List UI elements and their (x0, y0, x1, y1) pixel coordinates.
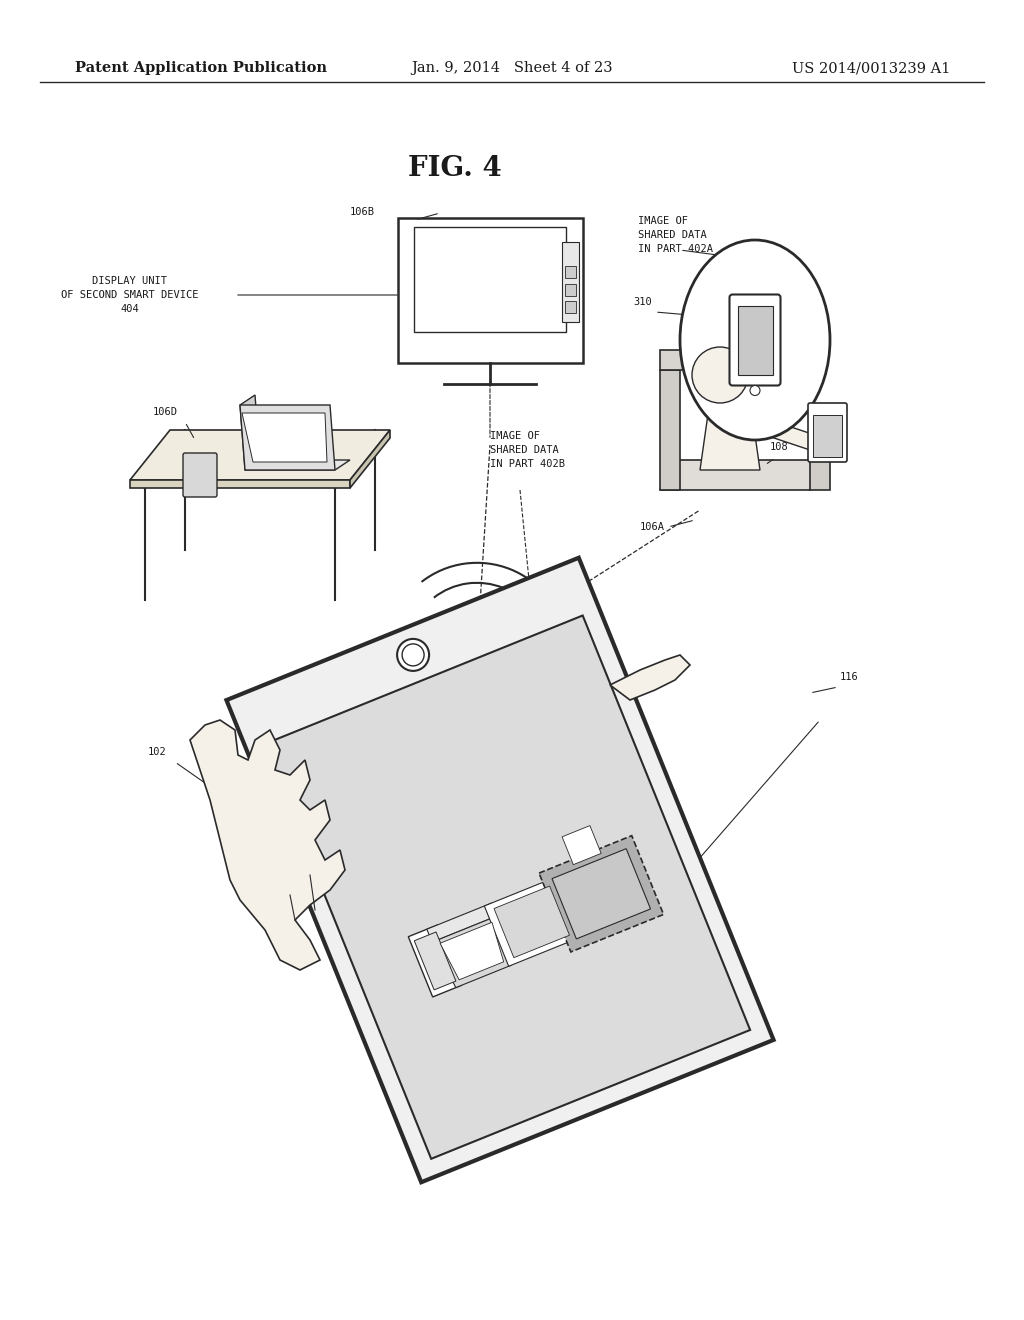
Text: —106A: —106A (800, 337, 831, 347)
FancyBboxPatch shape (808, 403, 847, 462)
Text: 106D: 106D (153, 407, 177, 417)
FancyBboxPatch shape (729, 294, 780, 385)
Text: 102: 102 (148, 747, 167, 756)
Polygon shape (130, 430, 390, 480)
Text: 116: 116 (840, 672, 859, 682)
Polygon shape (415, 932, 456, 990)
Polygon shape (660, 370, 680, 490)
Bar (564, 301, 577, 313)
Polygon shape (660, 459, 820, 490)
Text: US 2014/0013239 A1: US 2014/0013239 A1 (792, 61, 950, 75)
Polygon shape (750, 414, 815, 450)
Polygon shape (810, 440, 830, 490)
Text: DISPLAY UNIT
OF SECOND SMART DEVICE
404: DISPLAY UNIT OF SECOND SMART DEVICE 404 (61, 276, 199, 314)
Text: 102: 102 (454, 847, 473, 858)
Text: 104: 104 (515, 636, 534, 647)
Circle shape (402, 644, 424, 665)
Text: Jan. 9, 2014   Sheet 4 of 23: Jan. 9, 2014 Sheet 4 of 23 (412, 61, 612, 75)
Text: IMAGE OF
SHARED DATA
IN PART 402A: IMAGE OF SHARED DATA IN PART 402A (638, 216, 713, 253)
Polygon shape (484, 878, 580, 966)
Polygon shape (562, 825, 601, 865)
Polygon shape (440, 923, 504, 979)
Ellipse shape (680, 240, 830, 440)
Polygon shape (427, 903, 497, 942)
Bar (397, 218, 583, 363)
Text: 114A: 114A (620, 894, 644, 903)
Circle shape (397, 639, 429, 671)
Polygon shape (264, 615, 751, 1159)
Text: 114C: 114C (465, 941, 489, 950)
Text: 106A: 106A (640, 521, 665, 532)
Polygon shape (130, 480, 350, 488)
Polygon shape (350, 430, 390, 488)
Polygon shape (552, 849, 650, 939)
Polygon shape (539, 836, 664, 952)
FancyBboxPatch shape (183, 453, 217, 498)
Text: 114D: 114D (366, 949, 390, 958)
Text: IMAGE OF
SHARED DATA
IN PART 402B: IMAGE OF SHARED DATA IN PART 402B (490, 432, 565, 469)
Text: Patent Application Publication: Patent Application Publication (75, 61, 327, 75)
Polygon shape (240, 405, 335, 470)
Text: 114B: 114B (522, 921, 547, 931)
Text: FIG. 4: FIG. 4 (409, 154, 502, 181)
Polygon shape (242, 413, 327, 462)
Polygon shape (240, 395, 260, 470)
Bar (414, 227, 566, 331)
Circle shape (750, 385, 760, 396)
Polygon shape (190, 719, 345, 970)
Bar (737, 305, 772, 375)
Text: 108: 108 (770, 442, 788, 451)
Bar (813, 414, 842, 457)
Polygon shape (432, 916, 511, 987)
Text: 310: 310 (633, 297, 651, 308)
Text: 106C: 106C (272, 407, 298, 417)
Polygon shape (409, 925, 462, 997)
Bar (564, 284, 577, 296)
Polygon shape (660, 350, 770, 370)
Text: 112: 112 (517, 690, 536, 700)
Polygon shape (700, 400, 760, 470)
Polygon shape (226, 558, 773, 1183)
Bar (564, 267, 577, 279)
Circle shape (692, 347, 748, 403)
Bar (562, 242, 579, 322)
Polygon shape (245, 459, 350, 470)
Polygon shape (494, 886, 569, 958)
Polygon shape (610, 655, 690, 700)
Text: 106B: 106B (350, 207, 375, 216)
